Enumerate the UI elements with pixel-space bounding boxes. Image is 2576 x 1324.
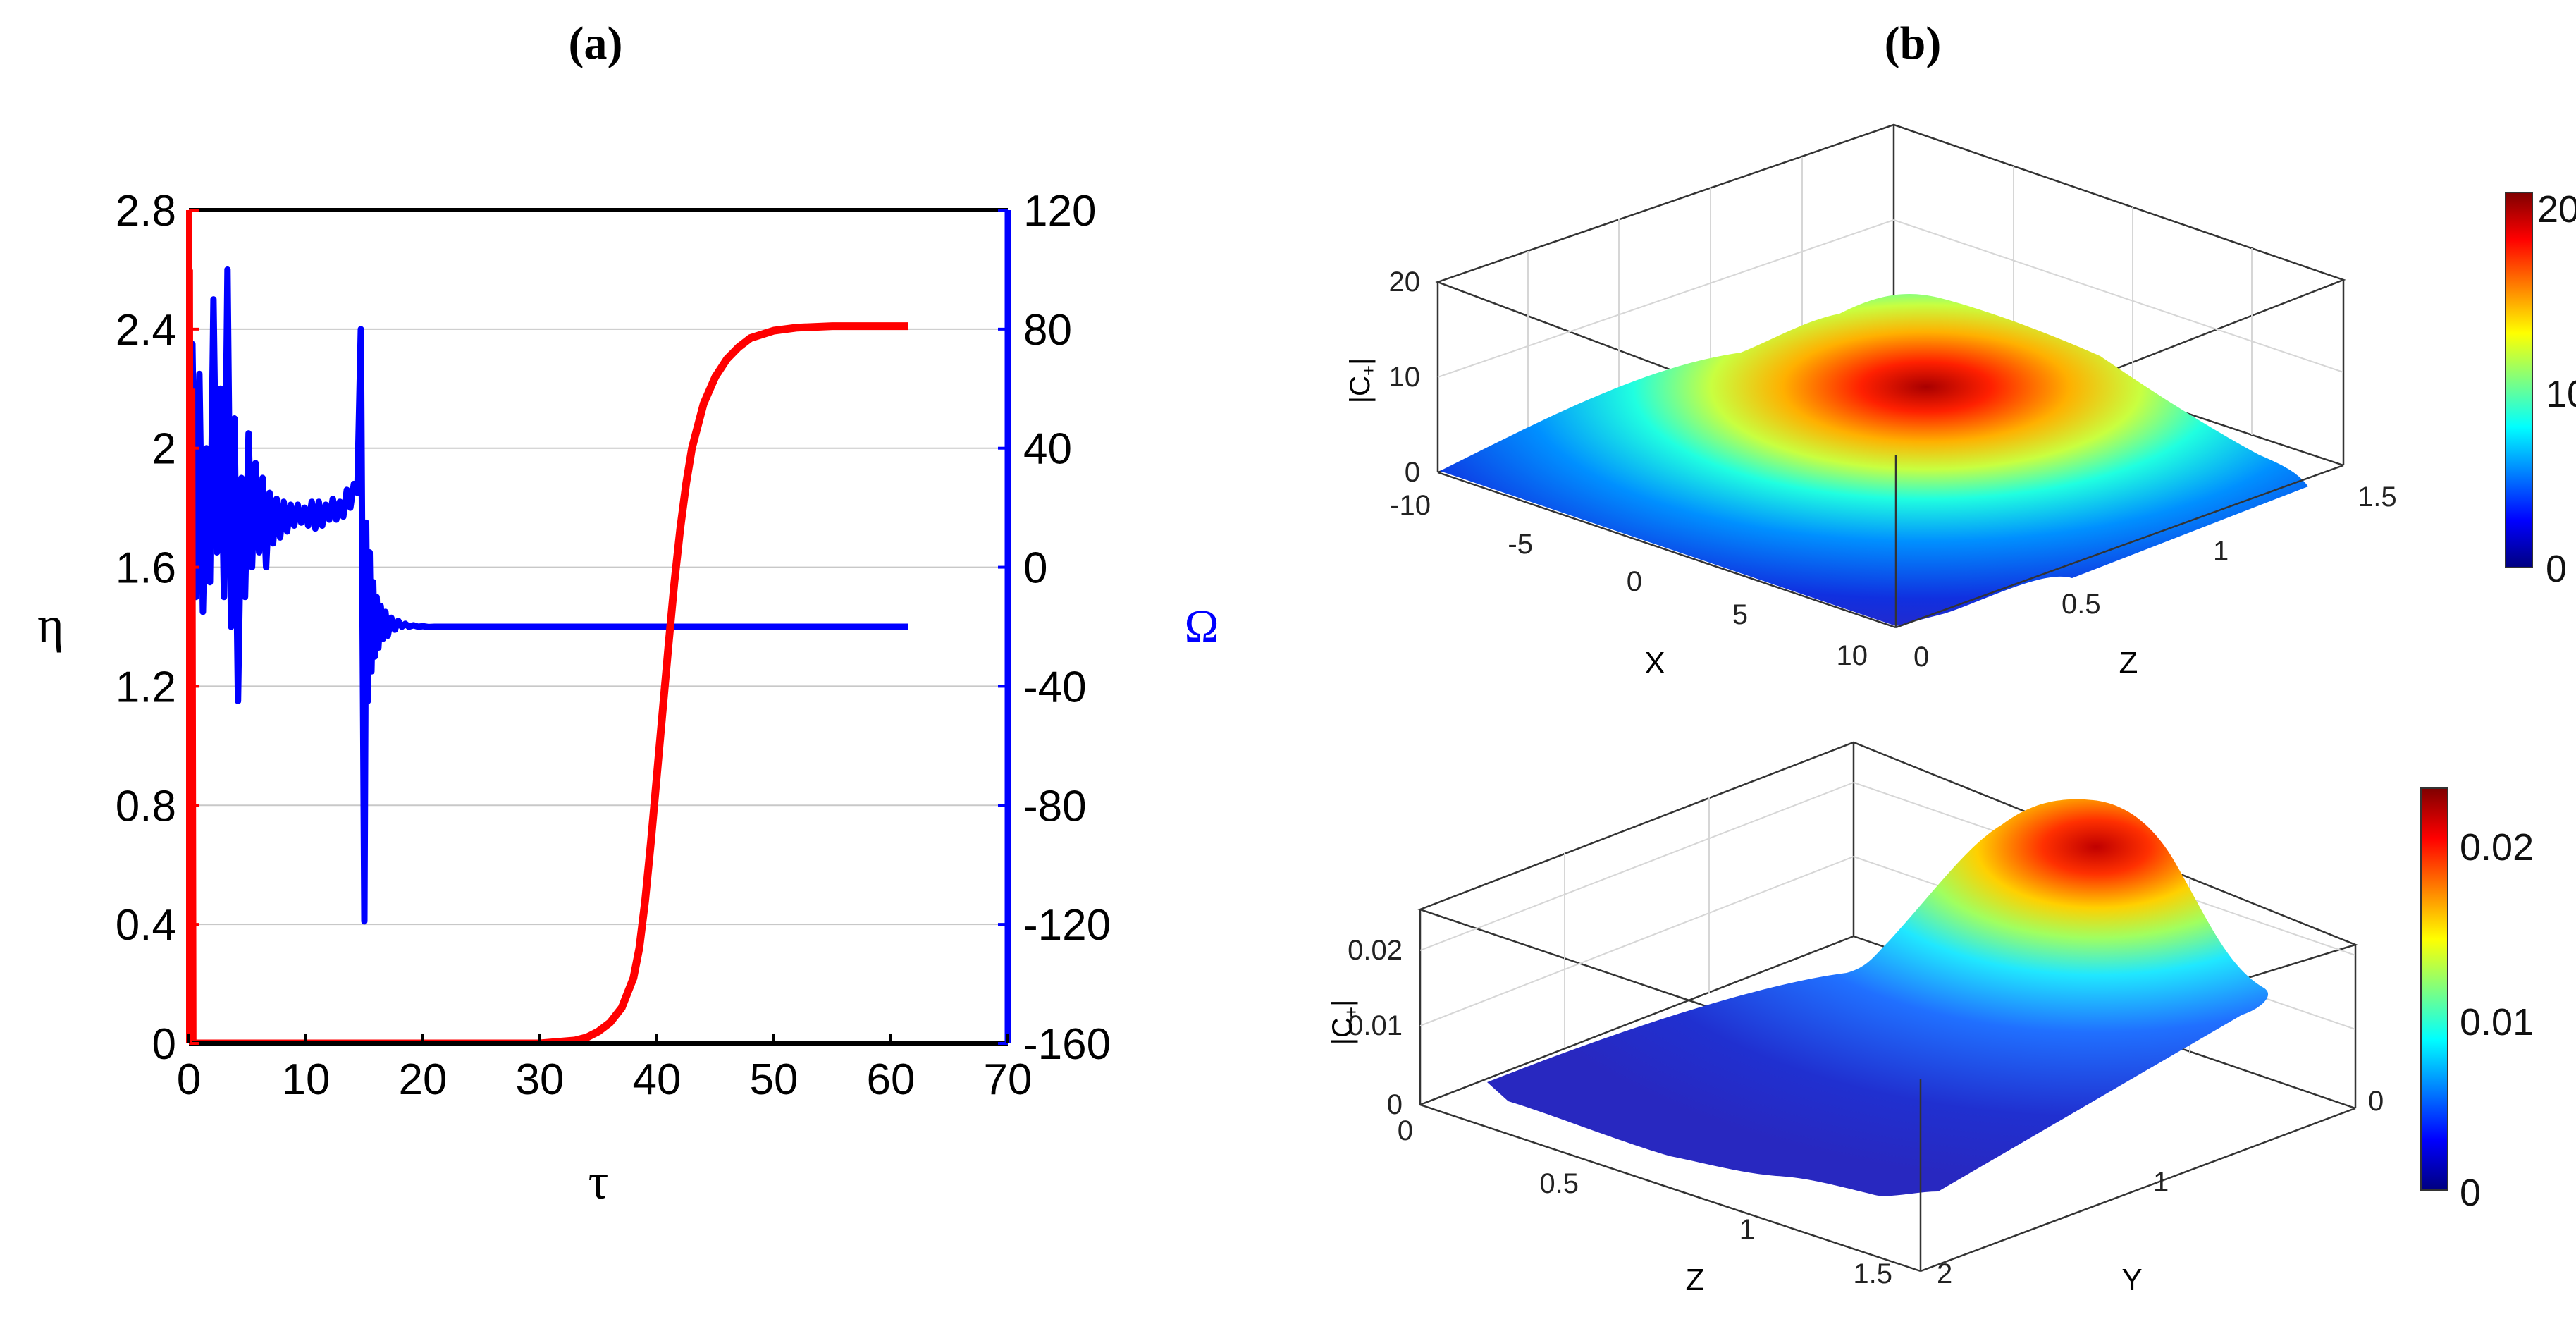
series-eta-line [189,322,908,1043]
x-tick: 1.5 [1853,1258,1892,1289]
z-tick: 0 [1387,1089,1403,1120]
y-tick: 1.5 [2358,482,2397,513]
chart-b-top-box-front [1437,455,2344,629]
chart-b-top-z-label: |C+| [1345,358,1379,404]
z-tick: 10 [1389,362,1421,393]
chart-b-top-tick-labels: 0 10 20 -10 -5 0 5 10 0 0.5 1 1.5 [1389,266,2397,673]
x-tick-label: 10 [282,1055,331,1104]
z-label-sub: + [1358,365,1379,376]
colorbar-top-ticks: 0 10 20 [2537,188,2576,590]
y2-tick-label: -80 [1023,782,1087,830]
x-tick-label: 30 [516,1055,565,1104]
z-tick: 0.01 [1348,1010,1403,1041]
colorbar-tick: 20 [2537,188,2576,231]
x-tick-label: 40 [633,1055,682,1104]
colorbar-tick: 10 [2546,373,2576,415]
panel-a-label: (a) [569,18,623,69]
x-tick: 10 [1837,640,1868,671]
chart-a-x-label: τ [588,1153,609,1210]
colorbar-tick: 0 [2546,548,2567,590]
chart-a-plot-area [189,255,908,1043]
z-label-main: |C [1345,376,1376,403]
x-tick: 0.5 [1539,1168,1579,1199]
chart-b-bottom-surface [1487,799,2269,1196]
series-omega-line [189,266,908,925]
colorbar-tick: 0 [2460,1172,2481,1214]
chart-b-bottom-tick-labels: 0 0.01 0.02 0 0.5 1 1.5 0 1 2 [1348,935,2384,1289]
chart-a-y-label: η [37,596,64,653]
x-tick-label: 0 [177,1055,201,1104]
colorbar-tick: 0.01 [2460,1001,2534,1043]
z-label-main: |C [1327,1017,1358,1045]
y2-tick-label: -120 [1023,901,1111,950]
y-tick: 2 [1937,1258,1952,1289]
y-tick-label: 0 [152,1020,176,1069]
y-tick-label: 1.2 [116,663,176,711]
z-label-sub: + [1341,1007,1362,1017]
colorbar-bottom [2420,787,2448,1191]
y-tick: 1 [2153,1167,2169,1198]
chart-b-bottom-y-label: Y [2121,1263,2142,1297]
colorbar-tick: 0.02 [2460,826,2534,869]
z-tick: 0.02 [1348,935,1403,966]
y-tick-label: 2.4 [116,306,176,355]
chart-b-top-grid [1437,157,2344,441]
y-tick-label: 1.6 [116,544,176,593]
z-label-tail: | [1327,1000,1358,1007]
x-tick-label: 50 [750,1055,799,1104]
chart-b-bottom-z-label: |C+| [1327,1000,1362,1046]
y2-tick-label: 120 [1023,187,1096,235]
y-tick: 0.5 [2062,589,2101,620]
x-tick: -10 [1390,490,1431,521]
chart-b-bottom-box-front [1419,1079,2356,1273]
x-tick-label: 20 [399,1055,448,1104]
colorbar-top [2505,192,2533,568]
chart-a-ticks: 0 0.4 0.8 1.2 1.6 2 2.4 2.8 -160 -120 -80 -40 0 40 80 1… [116,187,1111,1104]
chart-b-bottom-x-label: Z [1686,1263,1705,1297]
y2-tick-label: 0 [1023,544,1047,593]
x-tick-label: 70 [984,1055,1033,1104]
y2-tick-label: -160 [1023,1020,1111,1069]
y-tick-label: 2.8 [116,187,176,235]
y-tick: 0 [2368,1086,2384,1117]
x-tick: 0 [1627,566,1642,597]
z-tick: 20 [1389,266,1421,298]
x-tick-label: 60 [867,1055,916,1104]
y2-tick-label: -40 [1023,663,1087,711]
chart-b-top-x-label: X [1644,646,1665,680]
y-tick: 1 [2213,536,2229,567]
y2-tick-label: 40 [1023,425,1072,474]
x-tick: -5 [1508,529,1533,560]
chart-b-bottom: 0 0.01 0.02 0 0.5 1 1.5 0 1 2 |C+| Z Y 0… [1327,741,2534,1297]
x-tick: 5 [1732,599,1748,630]
colorbar-bottom-ticks: 0 0.01 0.02 [2460,826,2534,1214]
x-tick: 1 [1739,1214,1755,1245]
chart-b-top-surface [1440,293,2308,626]
y2-tick-label: 80 [1023,306,1072,355]
chart-a-y2-label: Ω [1184,601,1219,652]
y-tick-label: 2 [152,425,176,474]
y-tick: 0 [1913,642,1929,673]
panel-b-label: (b) [1885,18,1942,69]
y-tick-label: 0.8 [116,782,176,830]
z-label-tail: | [1345,358,1376,365]
chart-b-top: 0 10 20 -10 -5 0 5 10 0 0.5 1 1.5 |C+| X… [1345,123,2576,680]
z-tick: 0 [1405,457,1420,488]
chart-a: 0 0.4 0.8 1.2 1.6 2 2.4 2.8 -160 -120 -80 -40 0 40 80 1… [37,187,1219,1210]
chart-a-gridlines [189,328,1008,926]
y-tick-label: 0.4 [116,901,176,950]
chart-b-top-y-label: Z [2119,646,2138,680]
x-tick: 0 [1398,1115,1413,1146]
